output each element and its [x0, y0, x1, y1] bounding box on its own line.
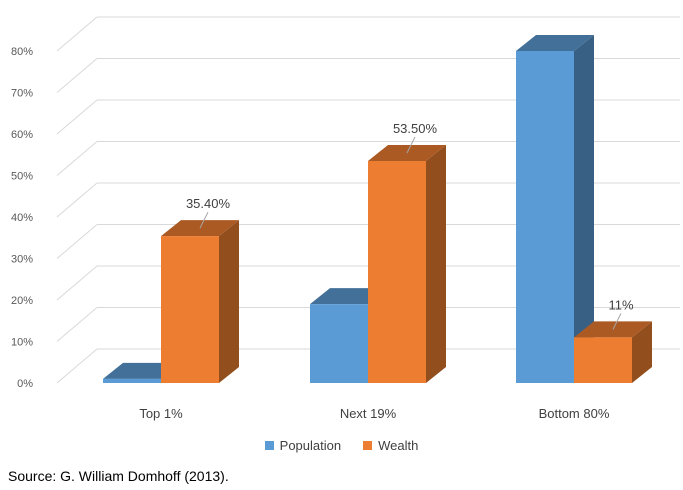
y-tick-label: 10% [11, 337, 33, 349]
legend-label-wealth: Wealth [378, 438, 419, 453]
gridline-side [56, 16, 98, 52]
y-tick-label: 20% [11, 295, 33, 307]
gridline-side [56, 265, 98, 301]
y-tick-label: 50% [11, 171, 33, 183]
legend-item-wealth: Wealth [363, 438, 418, 453]
y-tick-label: 70% [11, 88, 33, 100]
bar-wealth [574, 337, 632, 383]
legend-swatch-wealth [363, 441, 373, 450]
legend-item-population: Population [264, 438, 342, 453]
gridline-side [56, 58, 98, 93]
data-label: 35.40% [186, 196, 231, 211]
y-tick-label: 40% [11, 212, 33, 224]
bar-side-wealth [219, 220, 239, 383]
data-label-leader [612, 313, 622, 330]
bar-side-population [574, 35, 594, 383]
bar-population [103, 378, 161, 383]
legend: Population Wealth [0, 438, 683, 453]
gridline-side [56, 307, 98, 342]
bar-wealth [368, 160, 426, 383]
bar-top-population [516, 35, 594, 51]
y-tick-label: 0% [17, 378, 33, 390]
data-label-leader [406, 136, 416, 154]
x-tick-label: Top 1% [139, 406, 183, 421]
bar-population [516, 51, 574, 383]
gridline-side [56, 348, 98, 384]
y-tick-label: 60% [11, 129, 33, 141]
bar-population [310, 304, 368, 383]
data-label: 11% [608, 297, 633, 312]
source-caption: Source: G. William Domhoff (2013). [8, 468, 229, 484]
legend-label-population: Population [279, 438, 342, 453]
legend-swatch-population [264, 441, 274, 450]
bar-side-wealth [426, 144, 446, 383]
x-tick-label: Bottom 80% [539, 406, 610, 421]
gridline-side [56, 182, 98, 218]
bar-side-wealth [632, 321, 652, 383]
gridline-side [56, 99, 98, 135]
data-label: 53.50% [393, 121, 438, 136]
bar-wealth [161, 236, 219, 383]
data-label-leader [199, 211, 209, 229]
chart-area: 0% 10% 20% 30% 40% 50% 60% 70% 80% 35.40% Top 1% 53… [11, 16, 680, 421]
x-tick-label: Next 19% [340, 406, 397, 421]
gridline-side [56, 141, 98, 176]
y-tick-label: 80% [11, 46, 33, 58]
y-tick-label: 30% [11, 254, 33, 266]
gridline-side [56, 224, 98, 259]
